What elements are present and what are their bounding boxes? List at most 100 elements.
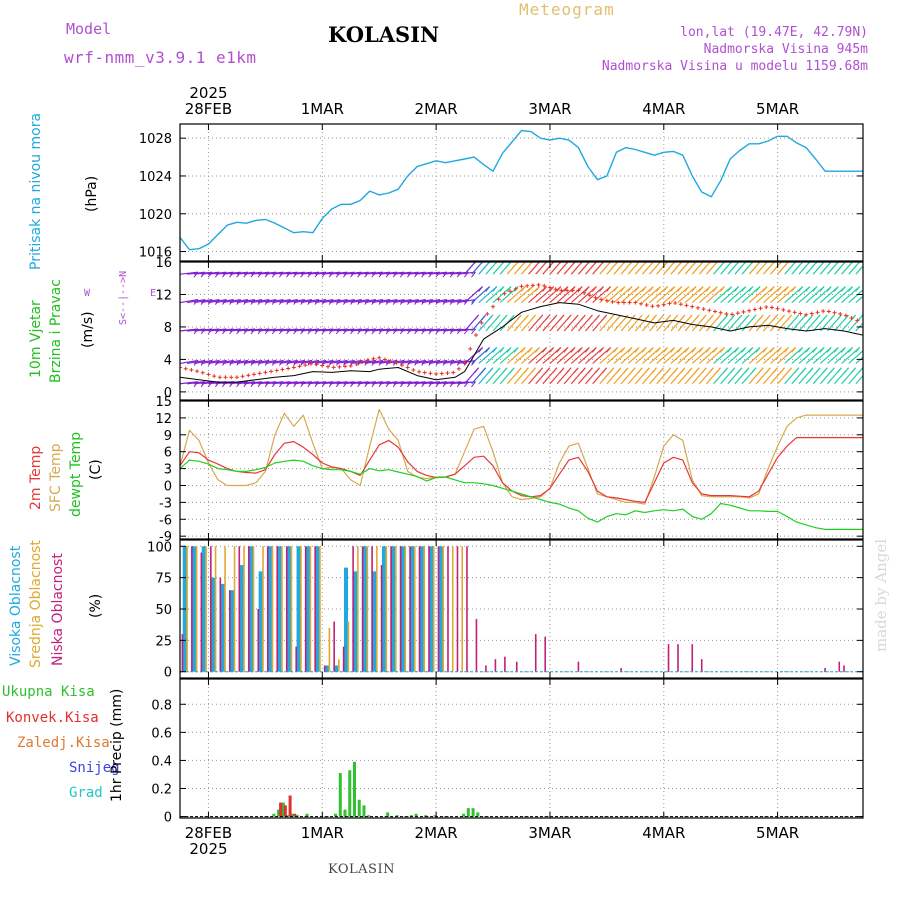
precip-convective-bar	[293, 813, 297, 817]
wind-barb	[180, 381, 199, 385]
precip-total-label: Ukupna Kisa	[2, 684, 95, 700]
wind-barb	[791, 286, 811, 304]
wind-barb-head	[573, 367, 579, 374]
wind-barb	[641, 262, 654, 275]
wind-barb	[642, 347, 661, 364]
wind-barb-head	[527, 286, 533, 292]
wind-barb	[343, 381, 362, 385]
wind-barb-head	[755, 286, 761, 292]
wind-barb-head	[755, 347, 761, 353]
wind-barb-head	[481, 367, 487, 374]
wind-barb	[243, 381, 263, 385]
wind-barb	[713, 347, 732, 364]
precip-total-bar	[466, 808, 470, 817]
precip-total-bar	[338, 773, 342, 817]
wind-barb	[272, 271, 291, 275]
wind-barb	[535, 262, 548, 275]
wind-barb	[300, 328, 320, 332]
wind-barb	[755, 347, 775, 364]
wind-barb	[506, 347, 526, 364]
wind-barb	[528, 347, 548, 364]
wind-barb-head	[481, 314, 487, 321]
wind-barb-head	[784, 347, 789, 353]
wind-barb	[322, 298, 341, 304]
wind-barb-head	[866, 368, 870, 373]
wind-barb	[322, 359, 341, 365]
wind-barb-head	[769, 347, 775, 353]
wind-barb	[855, 295, 863, 304]
wind-barb	[386, 298, 405, 304]
wind-barb	[556, 262, 569, 275]
wind-barb	[428, 298, 448, 304]
wind-barb	[215, 271, 234, 275]
precip-total-bar	[357, 799, 361, 817]
wind-barb	[762, 262, 775, 275]
wind-barb-head	[784, 286, 789, 292]
wind-barb-head	[523, 314, 529, 321]
wind-barb	[656, 286, 676, 304]
wind-barb	[372, 381, 391, 385]
wind-barb	[485, 262, 498, 275]
wind-barb-head	[584, 286, 590, 292]
y-tick-label: 12	[155, 412, 172, 427]
wind-barb	[379, 359, 398, 365]
wind-barb	[684, 347, 704, 364]
wind-barb	[777, 262, 790, 275]
wind-barb	[357, 271, 376, 275]
precip-total-bar	[343, 809, 347, 817]
wind-barb	[727, 286, 747, 304]
wind-barb-head	[584, 347, 590, 353]
precip-total-bar	[395, 815, 399, 817]
wind-barb	[592, 262, 605, 275]
wind-barb	[187, 298, 206, 304]
data-layer	[180, 129, 870, 818]
wind-barb	[805, 347, 825, 364]
wind-barb	[407, 298, 426, 304]
wind-barb	[293, 359, 312, 365]
wind-barb	[634, 286, 654, 304]
wind-barb-head	[684, 286, 690, 292]
day-label-top: 2MAR	[415, 100, 458, 118]
wind-barb	[734, 286, 754, 304]
wind-barb-head	[506, 286, 512, 292]
wind-barb-head	[620, 347, 626, 353]
wind-barb	[357, 328, 376, 332]
wind-barb	[180, 359, 199, 365]
wind-barb-head	[841, 347, 846, 353]
high-cloud-bar	[438, 546, 443, 672]
wind-barb	[400, 271, 419, 275]
wind-barb	[834, 286, 853, 304]
wind-barb-head	[791, 347, 797, 353]
y-tick-label: 4	[164, 353, 172, 368]
wind-barb	[386, 328, 405, 332]
wind-barb	[229, 381, 248, 385]
wind-barb-head	[819, 286, 825, 292]
wind-barb	[279, 271, 298, 275]
wind-barb	[556, 347, 576, 364]
wind-barb	[535, 347, 555, 364]
wind-barb-head	[606, 286, 612, 292]
wind-barb	[677, 347, 697, 364]
wind-barb	[592, 286, 612, 304]
wind-barb	[265, 381, 284, 385]
high-cloud-bar	[230, 590, 235, 672]
y-tick-label: 0	[164, 479, 172, 494]
high-cloud-bar	[372, 571, 377, 672]
wind-barb	[727, 262, 740, 275]
wind-barb	[194, 381, 213, 385]
wind-barb-head	[866, 258, 870, 263]
precip-total-bar	[277, 809, 281, 817]
wind-barb	[400, 328, 419, 332]
wind-barb	[720, 286, 740, 304]
precip-total-bar	[386, 812, 390, 817]
wind-barb	[492, 262, 505, 275]
wind-barb	[315, 298, 334, 304]
wind-barb	[343, 271, 362, 275]
coordinates: lon,lat (19.47E, 42.79N)	[680, 25, 868, 40]
day-label-bottom: 28FEB	[185, 824, 232, 842]
wind-barb	[819, 286, 839, 304]
wind-barb-head	[566, 314, 572, 321]
high-cloud-bar	[268, 546, 273, 672]
wind-barb	[691, 347, 711, 364]
wind-barb	[812, 286, 832, 304]
